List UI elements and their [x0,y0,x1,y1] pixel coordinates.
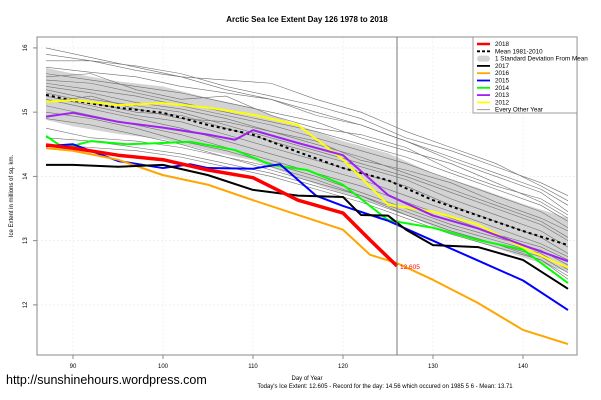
legend-label: 1 Standard Deviation From Mean [495,56,588,63]
x-tick-label: 130 [428,364,439,370]
other-year-line [45,73,569,216]
other-year-line [45,73,569,219]
footer-text: Today's Ice Extent: 12.605 - Record for … [257,384,513,390]
legend-swatch [477,55,490,62]
series-line-2016 [45,147,569,346]
other-year-line [45,79,569,222]
x-axis: 90 100 110 120 130 140 [70,355,529,370]
x-axis-label: Day of Year [291,376,322,382]
legend-label: 2017 [495,63,510,70]
y-axis: 12 13 14 15 16 [23,44,37,308]
mean-line-path [45,93,569,247]
series-line-2013 [45,111,569,263]
annotation-label: 12.605 [400,264,420,271]
legend-label: 2015 [495,78,510,85]
x-tick-label: 140 [518,364,529,370]
other-year-line [45,111,569,266]
legend-label: 2014 [495,85,510,92]
x-tick-label: 120 [338,364,349,370]
other-year-line [45,92,569,248]
other-year-line [45,89,569,241]
series-line-2012 [45,98,569,269]
watermark: http://sunshinehours.wordpress.com [6,373,207,387]
legend-label: 2013 [495,92,510,99]
legend-box [472,36,578,114]
other-year-line [45,54,569,196]
series-line-2018 [45,143,399,268]
legend-label: Every Other Year [495,107,543,114]
other-year-line [45,66,569,212]
mean-line [45,93,569,247]
series-group [45,98,569,346]
series-line-2015 [45,143,569,311]
other-year-line [45,99,569,257]
y-axis-label: Ice Extent in millions of sq. km. [9,154,15,237]
chart-title: Arctic Sea Ice Extent Day 126 1978 to 20… [226,15,388,24]
legend-label: 2012 [495,99,510,106]
y-tick-label: 13 [23,237,29,244]
y-tick-label: 15 [23,108,29,115]
legend-label: 2018 [495,41,510,48]
x-tick-label: 90 [70,364,77,370]
y-tick-label: 12 [23,301,29,308]
other-year-line [45,47,569,206]
other-year-line [45,143,569,280]
other-year-line [45,118,569,270]
legend-label: 2016 [495,70,510,77]
y-tick-label: 14 [23,172,29,179]
x-tick-label: 110 [248,364,258,370]
plot-frame [36,36,578,356]
legend-label: Mean 1981-2010 [495,48,543,55]
series-line-2017 [46,163,569,290]
other-year-line [45,86,569,238]
other-year-line [46,60,569,202]
x-tick-label: 100 [158,364,169,370]
y-tick-label: 16 [23,44,29,51]
